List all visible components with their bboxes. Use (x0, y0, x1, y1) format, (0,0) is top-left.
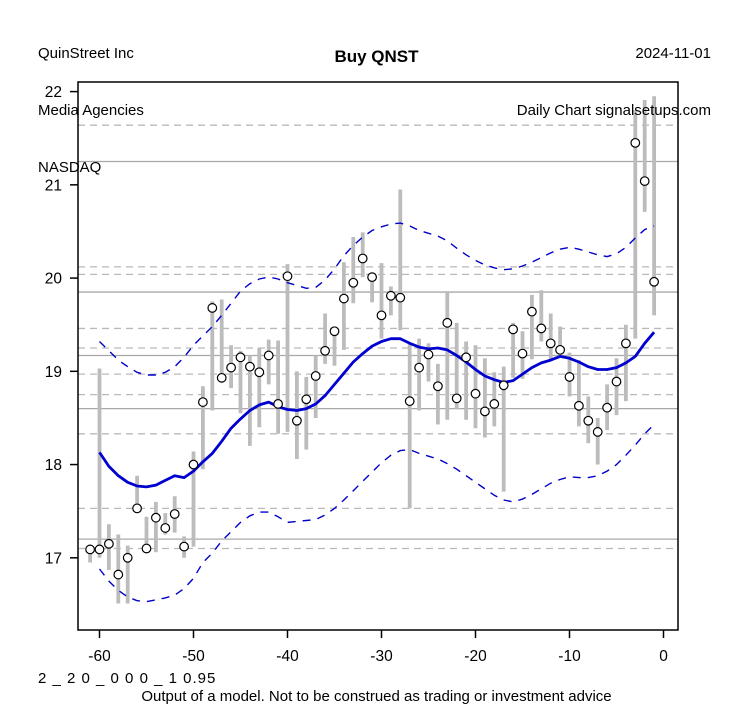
svg-text:20: 20 (45, 271, 63, 288)
lower-band-line (98, 424, 655, 603)
chart-date: 2024-11-01 (635, 45, 711, 62)
upper-band-line (99, 222, 655, 376)
svg-text:-10: -10 (558, 648, 581, 665)
level-lines-dashed (78, 124, 678, 550)
plot-frame (77, 81, 679, 631)
svg-text:-40: -40 (276, 648, 299, 665)
industry-name: Media Agencies (38, 102, 144, 119)
svg-text:-30: -30 (370, 648, 393, 665)
svg-text:19: 19 (45, 364, 62, 381)
svg-text:-20: -20 (464, 648, 487, 665)
svg-text:0: 0 (659, 648, 668, 665)
price-range-bars (88, 96, 656, 604)
disclaimer: Output of a model. Not to be construed a… (141, 688, 612, 705)
svg-text:21: 21 (45, 177, 62, 194)
chart-source: Daily Chart signalsetups.com (516, 102, 711, 119)
svg-text:22: 22 (45, 84, 62, 101)
close-markers (85, 137, 659, 580)
svg-text:18: 18 (45, 457, 62, 474)
x-axis: -60 -50 -40 -30 -20 -10 0 (88, 630, 668, 665)
svg-text:-50: -50 (182, 648, 205, 665)
moving-average-line (98, 331, 656, 489)
exchange-name: NASDAQ (38, 159, 102, 176)
model-params: 2 _ 2 0 _ 0 0 0 _ 1 0.95 (38, 670, 217, 687)
chart-title: Buy QNST (334, 47, 419, 66)
y-axis: 17 18 19 20 21 22 (45, 84, 78, 567)
company-name: QuinStreet Inc (38, 45, 134, 62)
svg-text:-60: -60 (88, 648, 111, 665)
header-left: QuinStreet Inc Media Agencies NASDAQ (38, 6, 144, 215)
header-right: 2024-11-01 Daily Chart signalsetups.com (517, 6, 711, 158)
svg-text:17: 17 (45, 550, 62, 567)
level-lines-solid (78, 160, 678, 540)
